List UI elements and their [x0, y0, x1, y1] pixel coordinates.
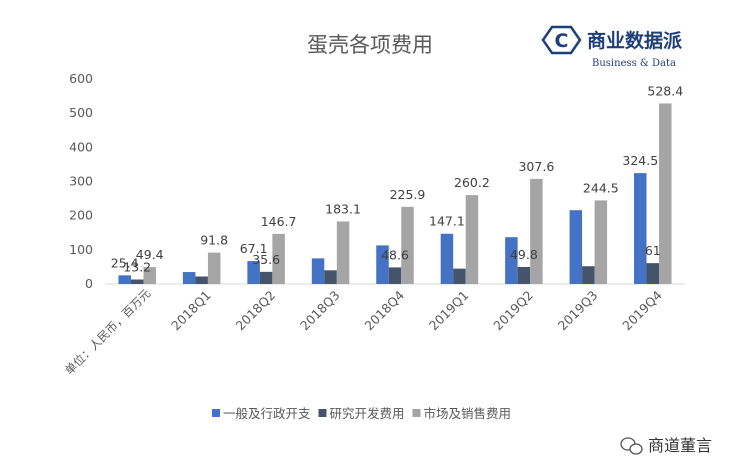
data-label: 25.4 [111, 255, 139, 270]
data-label: 260.2 [454, 175, 490, 190]
bar [376, 245, 389, 284]
bar [247, 261, 260, 284]
data-label: 67.1 [240, 241, 268, 256]
watermark-text: 商道董言 [648, 436, 712, 455]
bar [324, 270, 337, 284]
data-label: 49.8 [510, 247, 538, 262]
data-label: 147.1 [429, 214, 465, 229]
x-tick-label: 2018Q1 [168, 288, 214, 334]
wechat-icon [620, 437, 643, 455]
legend: 一般及行政开支 研究开发费用 市场及销售费用 [212, 406, 511, 421]
data-label: 35.6 [252, 252, 280, 267]
chart-title: 蛋壳各项费用 [307, 33, 433, 57]
y-tick-label: 400 [69, 139, 93, 154]
bar [259, 271, 273, 284]
data-label: 244.5 [583, 180, 619, 195]
bar [130, 279, 144, 284]
data-label: 146.7 [261, 214, 297, 229]
y-tick-label: 500 [69, 105, 93, 120]
data-label: 48.6 [381, 247, 409, 262]
data-label: 61 [645, 243, 661, 258]
data-labels: 25.4 67.1 147.1 324.5 13.2 35.6 48.6 49.8 61 49.4… [111, 83, 683, 274]
bar [272, 233, 285, 284]
bar [195, 276, 208, 284]
bar [143, 267, 156, 284]
bar [311, 258, 325, 284]
unit-label: 单位：人民币，百万元 [62, 286, 154, 378]
x-tick-label: 2019Q1 [426, 288, 472, 334]
y-tick-label: 100 [69, 242, 93, 257]
data-label: 91.8 [200, 233, 228, 248]
logo-hexagon-icon [541, 25, 582, 55]
logo: C 商业数据派 Business & Data [541, 25, 683, 69]
logo-name: 商业数据派 [587, 29, 683, 52]
logo-letter: C [555, 30, 569, 52]
bar [505, 237, 518, 284]
x-tick-label: 2019Q4 [619, 287, 665, 333]
bar [465, 195, 479, 284]
legend-label: 一般及行政开支 [223, 406, 311, 421]
x-tick-label: 2018Q3 [297, 288, 343, 334]
y-tick-label: 300 [69, 174, 93, 189]
axes: 0 100 200 300 400 500 600 2018Q1 2018Q2 2018Q3 201… [69, 71, 685, 333]
bar [118, 275, 131, 284]
bar [594, 200, 608, 284]
bar [646, 263, 660, 284]
x-tick-label: 2018Q2 [233, 288, 279, 334]
bar [207, 252, 221, 284]
y-tick-label: 600 [69, 71, 93, 86]
data-label: 528.4 [647, 83, 683, 98]
bar [517, 266, 531, 284]
bar [182, 272, 196, 284]
data-label: 49.4 [136, 247, 164, 262]
bar [530, 178, 543, 284]
y-tick-label: 200 [69, 208, 93, 223]
legend-swatch [212, 409, 220, 417]
data-label: 183.1 [325, 201, 361, 216]
data-label: 307.6 [518, 159, 554, 174]
x-tick-label: 2019Q2 [490, 288, 536, 334]
legend-swatch [318, 409, 327, 417]
bar [659, 103, 672, 284]
legend-label: 市场及销售费用 [424, 406, 512, 421]
bar [388, 267, 402, 284]
y-tick-label: 0 [85, 276, 93, 291]
bar [582, 266, 595, 284]
bar [401, 206, 414, 284]
data-label: 13.2 [123, 259, 151, 274]
bar [336, 221, 350, 284]
logo-tagline: Business & Data [592, 58, 676, 69]
x-tick-label: 2019Q3 [555, 288, 601, 334]
watermark: 商道董言 [620, 436, 712, 455]
data-label: 324.5 [622, 153, 658, 168]
legend-swatch [412, 409, 421, 417]
legend-label: 研究开发费用 [330, 406, 405, 421]
bar [634, 173, 647, 284]
x-tick-label: 2018Q4 [361, 287, 407, 333]
bar [569, 210, 583, 284]
bar [453, 268, 466, 284]
bar [440, 233, 454, 284]
data-label: 225.9 [390, 187, 426, 202]
bars [118, 103, 672, 284]
